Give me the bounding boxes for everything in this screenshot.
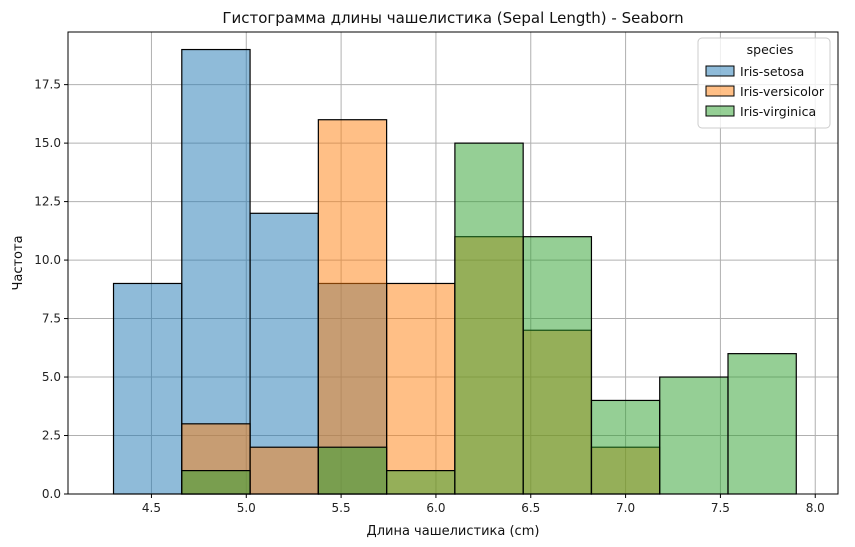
x-tick-label: 8.0 xyxy=(806,501,825,515)
x-tick-label: 5.0 xyxy=(237,501,256,515)
legend-entry: Iris-setosa xyxy=(740,64,804,79)
y-tick-label: 7.5 xyxy=(42,312,61,326)
x-axis-label: Длина чашелистика (cm) xyxy=(367,524,540,539)
legend-title: species xyxy=(747,42,794,57)
y-tick-label: 15.0 xyxy=(34,136,61,150)
y-tick-label: 10.0 xyxy=(34,253,61,267)
x-tick-label: 6.5 xyxy=(521,501,540,515)
legend-swatch xyxy=(705,105,735,117)
histogram-bar xyxy=(659,376,729,495)
histogram-bar xyxy=(317,446,388,495)
y-tick-label: 0.0 xyxy=(42,487,61,501)
y-tick-label: 2.5 xyxy=(42,429,61,443)
x-tick-label: 6.0 xyxy=(426,501,445,515)
histogram-bar xyxy=(386,470,456,495)
histogram-bar xyxy=(112,282,183,495)
legend-swatch xyxy=(705,85,735,97)
histogram-bar xyxy=(386,282,456,495)
series-iris-virginica xyxy=(181,142,797,495)
chart-title: Гистограмма длины чашелистика (Sepal Len… xyxy=(222,9,683,27)
histogram-bar xyxy=(249,446,319,495)
legend-entry: Iris-versicolor xyxy=(740,84,825,99)
histogram-bar xyxy=(454,142,524,495)
x-tick-label: 7.5 xyxy=(711,501,730,515)
histogram-bars xyxy=(112,48,797,495)
legend-swatch xyxy=(705,65,735,77)
histogram-bar xyxy=(727,353,797,495)
histogram-bar xyxy=(181,470,251,495)
y-axis-ticks: 0.0 2.5 5.0 7.5 10.0 12.5 15.0 17.5 xyxy=(34,78,68,501)
legend-entry: Iris-virginica xyxy=(740,104,816,119)
y-tick-label: 17.5 xyxy=(34,78,61,92)
histogram-bar xyxy=(522,236,593,495)
y-tick-label: 5.0 xyxy=(42,370,61,384)
histogram-bar xyxy=(590,399,661,495)
x-tick-label: 4.5 xyxy=(142,501,161,515)
y-tick-label: 12.5 xyxy=(34,195,61,209)
x-tick-label: 5.5 xyxy=(332,501,351,515)
x-tick-label: 7.0 xyxy=(616,501,635,515)
plot-frame xyxy=(67,31,839,495)
histogram-bar xyxy=(317,119,388,495)
y-axis-label: Частота xyxy=(11,235,26,290)
x-axis-ticks: 4.5 5.0 5.5 6.0 6.5 7.0 7.5 8.0 xyxy=(142,494,825,515)
legend: species Iris-setosa Iris-versicolor Iris-vi… xyxy=(697,37,831,129)
